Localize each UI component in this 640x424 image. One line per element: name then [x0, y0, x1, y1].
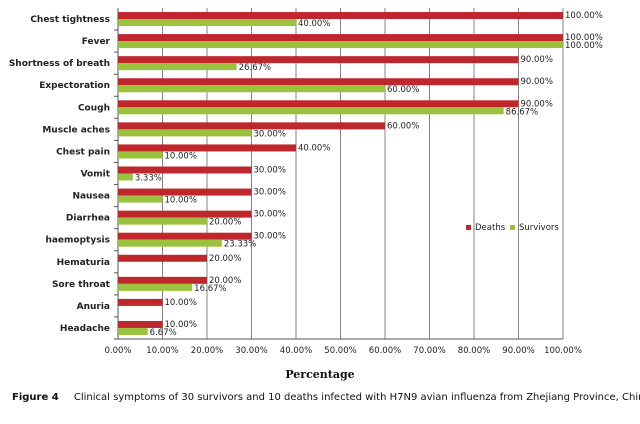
bar-survivors [118, 85, 385, 93]
category-label: Headache [60, 324, 110, 334]
category-label: haemoptysis [45, 236, 110, 246]
bar-survivors [118, 195, 163, 203]
x-tick-label: 80.00% [458, 346, 490, 356]
x-tick-label: 100.00% [544, 346, 582, 356]
bar-deaths [118, 56, 519, 64]
data-label-deaths: 90.00% [521, 55, 553, 65]
category-label: Sore throat [52, 280, 111, 290]
bar-survivors [118, 107, 504, 115]
category-label: Chest tightness [30, 15, 110, 25]
x-axis-title: Percentage [285, 368, 355, 381]
data-label-survivors: 26.67% [239, 63, 271, 73]
category-label: Chest pain [56, 147, 110, 157]
data-label-deaths: 30.00% [254, 188, 286, 198]
data-label-deaths: 30.00% [254, 166, 286, 176]
bar-deaths [118, 298, 163, 306]
legend-swatch-deaths [466, 225, 471, 230]
bar-survivors [118, 63, 237, 71]
data-label-deaths: 30.00% [254, 210, 286, 220]
bar-survivors [118, 173, 133, 181]
data-label-survivors: 6.67% [150, 328, 177, 338]
bar-deaths [118, 34, 563, 42]
bar-survivors [118, 217, 207, 225]
data-label-survivors: 20.00% [209, 218, 241, 228]
data-label-survivors: 16.67% [194, 284, 226, 294]
category-label: Diarrhea [66, 214, 110, 224]
data-label-deaths: 40.00% [298, 143, 330, 153]
data-label-deaths: 20.00% [209, 276, 241, 286]
category-label: Nausea [72, 192, 110, 202]
data-label-survivors: 3.33% [135, 174, 162, 184]
x-tick-label: 10.00% [146, 346, 178, 356]
bar-survivors [118, 327, 148, 335]
bar-deaths [118, 320, 163, 328]
category-label: Hematuria [57, 258, 110, 268]
data-label-deaths: 10.00% [165, 320, 197, 330]
bar-deaths [118, 78, 519, 86]
data-label-deaths: 100.00% [565, 11, 603, 21]
x-tick-label: 70.00% [413, 346, 445, 356]
data-label-deaths: 10.00% [165, 298, 197, 308]
bar-survivors [118, 283, 193, 291]
x-tick-label: 0.00% [104, 346, 131, 356]
x-tick-label: 50.00% [324, 346, 356, 356]
category-label: Vomit [81, 170, 111, 180]
data-label-survivors: 100.00% [565, 41, 603, 51]
data-label-survivors: 30.00% [254, 129, 286, 139]
category-label: Anuria [77, 302, 110, 312]
category-label: Fever [82, 37, 111, 47]
x-tick-label: 90.00% [502, 346, 534, 356]
data-label-deaths: 20.00% [209, 254, 241, 264]
bar-survivors [118, 19, 296, 27]
bar-survivors [118, 239, 222, 247]
data-label-survivors: 10.00% [165, 151, 197, 161]
bar-deaths [118, 232, 252, 240]
figure-caption: Figure 4 Clinical symptoms of 30 survivo… [12, 392, 640, 403]
bar-deaths [118, 100, 519, 108]
data-label-survivors: 10.00% [165, 196, 197, 206]
legend-label-survivors: Survivors [519, 223, 559, 233]
legend-swatch-survivors [510, 225, 515, 230]
bar-deaths [118, 210, 252, 218]
bar-deaths [118, 12, 563, 20]
figure-caption-text: Clinical symptoms of 30 survivors and 10… [73, 392, 640, 403]
data-label-survivors: 23.33% [224, 240, 256, 250]
bar-deaths [118, 122, 385, 130]
bar-deaths [118, 254, 207, 262]
bar-survivors [118, 41, 563, 49]
x-tick-label: 20.00% [191, 346, 223, 356]
bar-deaths [118, 276, 207, 284]
data-label-deaths: 60.00% [387, 121, 419, 131]
category-label: Expectoration [39, 81, 110, 91]
category-label: Muscle aches [42, 125, 110, 135]
data-label-deaths: 100.00% [565, 33, 603, 43]
x-tick-label: 60.00% [369, 346, 401, 356]
data-label-survivors: 86.67% [506, 107, 538, 117]
data-label-survivors: 40.00% [298, 19, 330, 29]
data-label-survivors: 60.00% [387, 85, 419, 95]
bar-deaths [118, 144, 296, 152]
bar-deaths [118, 188, 252, 196]
bar-survivors [118, 129, 252, 137]
category-label: Cough [78, 103, 110, 113]
figure-number: Figure 4 [12, 392, 59, 403]
x-tick-label: 30.00% [235, 346, 267, 356]
data-label-deaths: 30.00% [254, 232, 286, 242]
bar-survivors [118, 151, 163, 159]
data-label-deaths: 90.00% [521, 77, 553, 87]
bar-deaths [118, 166, 252, 174]
data-label-deaths: 90.00% [521, 99, 553, 109]
x-tick-label: 40.00% [280, 346, 312, 356]
legend-label-deaths: Deaths [475, 223, 506, 233]
category-label: Shortness of breath [9, 59, 110, 69]
